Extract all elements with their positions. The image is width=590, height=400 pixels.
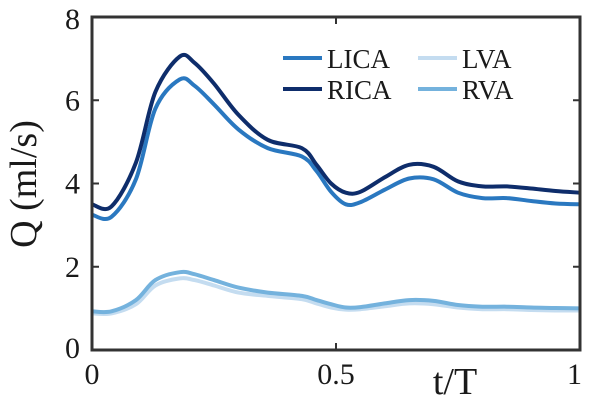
y-tick-label: 2 [65,251,80,284]
y-tick-label: 6 [65,84,80,117]
series-line-rva [91,269,581,315]
x-axis-label: t/T [433,361,477,400]
series-layer [91,52,581,317]
legend-label-rica: RICA [327,75,392,105]
y-tick-label: 4 [65,168,80,201]
y-axis-label: Q (ml/s) [3,120,45,248]
legend-label-lica: LICA [327,44,390,74]
legend: LICA LVA RICA RVA [283,44,514,105]
series-line-lva [91,276,580,317]
ticks-layer: 0 0.5 1 0 2 4 6 8 [65,3,582,391]
legend-label-rva: RVA [462,75,514,105]
y-tick-label: 8 [65,3,80,36]
series-line-lica [91,76,581,222]
y-tick-label: 0 [65,332,80,365]
series-line-rica [91,52,581,212]
x-tick-label: 0.5 [317,358,355,391]
legend-label-lva: LVA [462,44,512,74]
x-tick-label: 0 [85,358,100,391]
x-tick-label: 1 [567,358,582,391]
